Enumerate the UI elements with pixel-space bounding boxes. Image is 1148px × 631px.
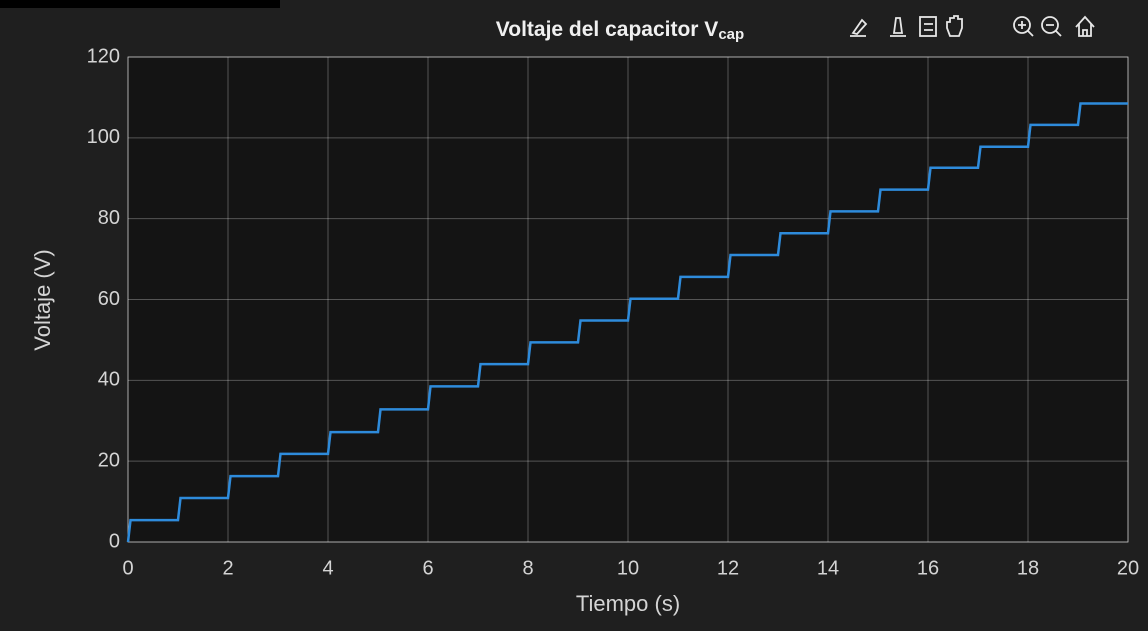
tool-brush[interactable] bbox=[890, 17, 906, 37]
tool-datatip[interactable] bbox=[850, 18, 868, 37]
tool-pan[interactable] bbox=[946, 15, 963, 37]
y-tick-label: 40 bbox=[98, 369, 120, 391]
x-tick-label: 6 bbox=[422, 557, 433, 579]
chart-title: Voltaje del capacitor Vcap bbox=[496, 18, 744, 43]
y-tick-label: 0 bbox=[109, 530, 120, 552]
y-axis-label: Voltaje (V) bbox=[30, 249, 55, 351]
x-tick-label: 8 bbox=[522, 557, 533, 579]
tool-zoom-in[interactable] bbox=[1013, 16, 1034, 37]
x-tick-label: 12 bbox=[717, 557, 739, 579]
top-strip bbox=[0, 0, 280, 8]
x-axis-label: Tiempo (s) bbox=[576, 591, 680, 616]
plot-area bbox=[127, 56, 1129, 543]
x-tick-label: 14 bbox=[817, 557, 839, 579]
x-tick-label: 0 bbox=[122, 557, 133, 579]
y-tick-label: 80 bbox=[98, 207, 120, 229]
toolbar bbox=[850, 15, 1095, 37]
x-tick-label: 18 bbox=[1017, 557, 1039, 579]
line bbox=[126, 102, 1128, 543]
x-tick-label: 10 bbox=[617, 557, 639, 579]
x-tick-label: 20 bbox=[1117, 557, 1139, 579]
y-tick-label: 60 bbox=[98, 288, 120, 310]
y-tick-label: 100 bbox=[87, 126, 120, 148]
tool-legend[interactable] bbox=[919, 16, 937, 37]
x-tick-label: 4 bbox=[322, 557, 333, 579]
y-tick-label: 120 bbox=[87, 45, 120, 67]
tool-home[interactable] bbox=[1075, 15, 1095, 37]
tool-zoom-out[interactable] bbox=[1041, 16, 1062, 37]
y-tick-label: 20 bbox=[98, 449, 120, 471]
x-tick-label: 2 bbox=[222, 557, 233, 579]
x-tick-label: 16 bbox=[917, 557, 939, 579]
